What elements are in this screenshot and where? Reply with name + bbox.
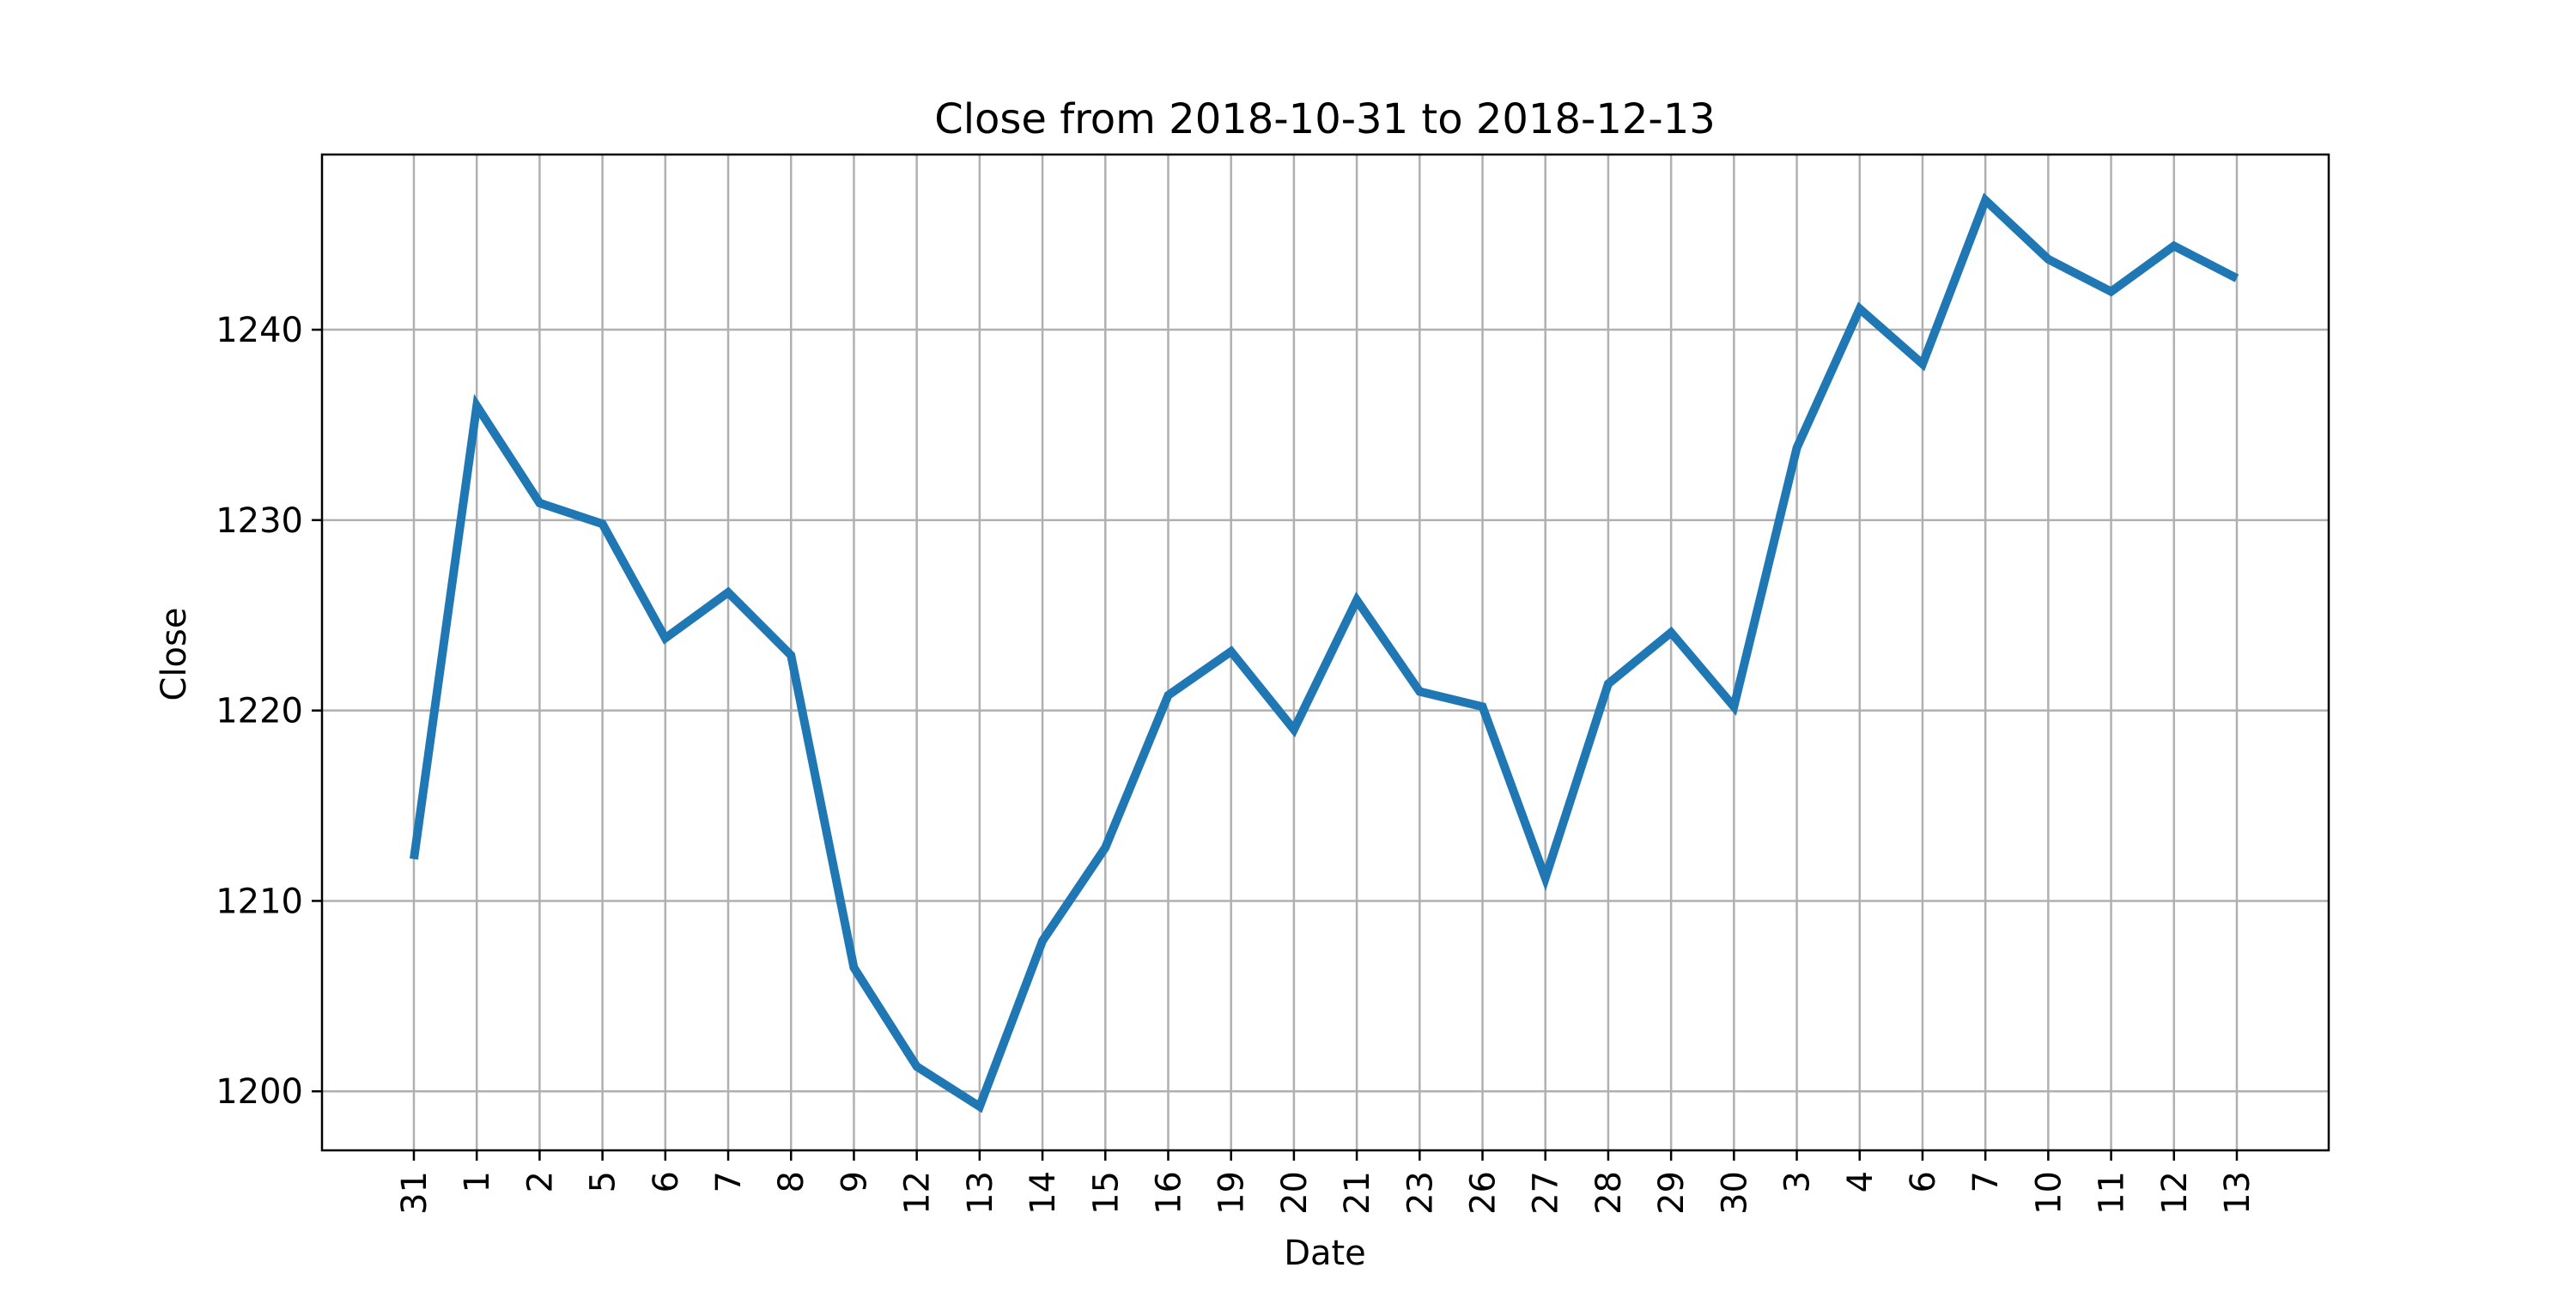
y-axis-label: Close xyxy=(155,608,194,701)
x-tick-label: 2 xyxy=(520,1171,560,1192)
x-tick-label: 23 xyxy=(1400,1171,1440,1215)
y-tick-label: 1220 xyxy=(216,692,303,731)
x-tick-label: 12 xyxy=(898,1171,938,1215)
x-tick-label: 20 xyxy=(1275,1171,1315,1215)
x-tick-label: 19 xyxy=(1212,1171,1252,1215)
y-tick-label: 1230 xyxy=(216,501,303,541)
x-axis-label: Date xyxy=(1284,1234,1366,1273)
x-tick-label: 28 xyxy=(1589,1171,1629,1215)
x-tick-label: 8 xyxy=(772,1171,811,1192)
x-tick-label: 5 xyxy=(584,1171,623,1192)
x-tick-label: 7 xyxy=(709,1171,749,1192)
x-tick-label: 1 xyxy=(458,1171,497,1192)
x-tick-label: 13 xyxy=(961,1171,1000,1215)
x-tick-label: 15 xyxy=(1086,1171,1126,1215)
x-tick-label: 30 xyxy=(1715,1171,1754,1215)
x-tick-label: 11 xyxy=(2093,1171,2132,1215)
x-tick-label: 16 xyxy=(1149,1171,1188,1215)
x-tick-label: 4 xyxy=(1841,1171,1880,1192)
x-tick-label: 26 xyxy=(1464,1171,1504,1215)
x-tick-label: 6 xyxy=(1904,1171,1943,1192)
x-tick-label: 3 xyxy=(1778,1171,1818,1192)
x-tick-label: 13 xyxy=(2218,1171,2257,1215)
x-tick-label: 10 xyxy=(2029,1171,2069,1215)
x-tick-label: 21 xyxy=(1338,1171,1377,1215)
x-tick-label: 12 xyxy=(2155,1171,2195,1215)
y-tick-label: 1200 xyxy=(216,1072,303,1112)
x-tick-label: 9 xyxy=(835,1171,874,1192)
x-tick-label: 29 xyxy=(1652,1171,1692,1215)
y-tick-label: 1240 xyxy=(216,311,303,350)
x-tick-label: 27 xyxy=(1527,1171,1566,1215)
chart-title: Close from 2018-10-31 to 2018-12-13 xyxy=(934,95,1716,143)
y-tick-label: 1210 xyxy=(216,882,303,921)
x-tick-label: 7 xyxy=(1966,1171,2006,1192)
x-tick-label: 14 xyxy=(1024,1171,1063,1215)
x-tick-label: 6 xyxy=(647,1171,686,1192)
x-tick-label: 31 xyxy=(395,1171,434,1215)
